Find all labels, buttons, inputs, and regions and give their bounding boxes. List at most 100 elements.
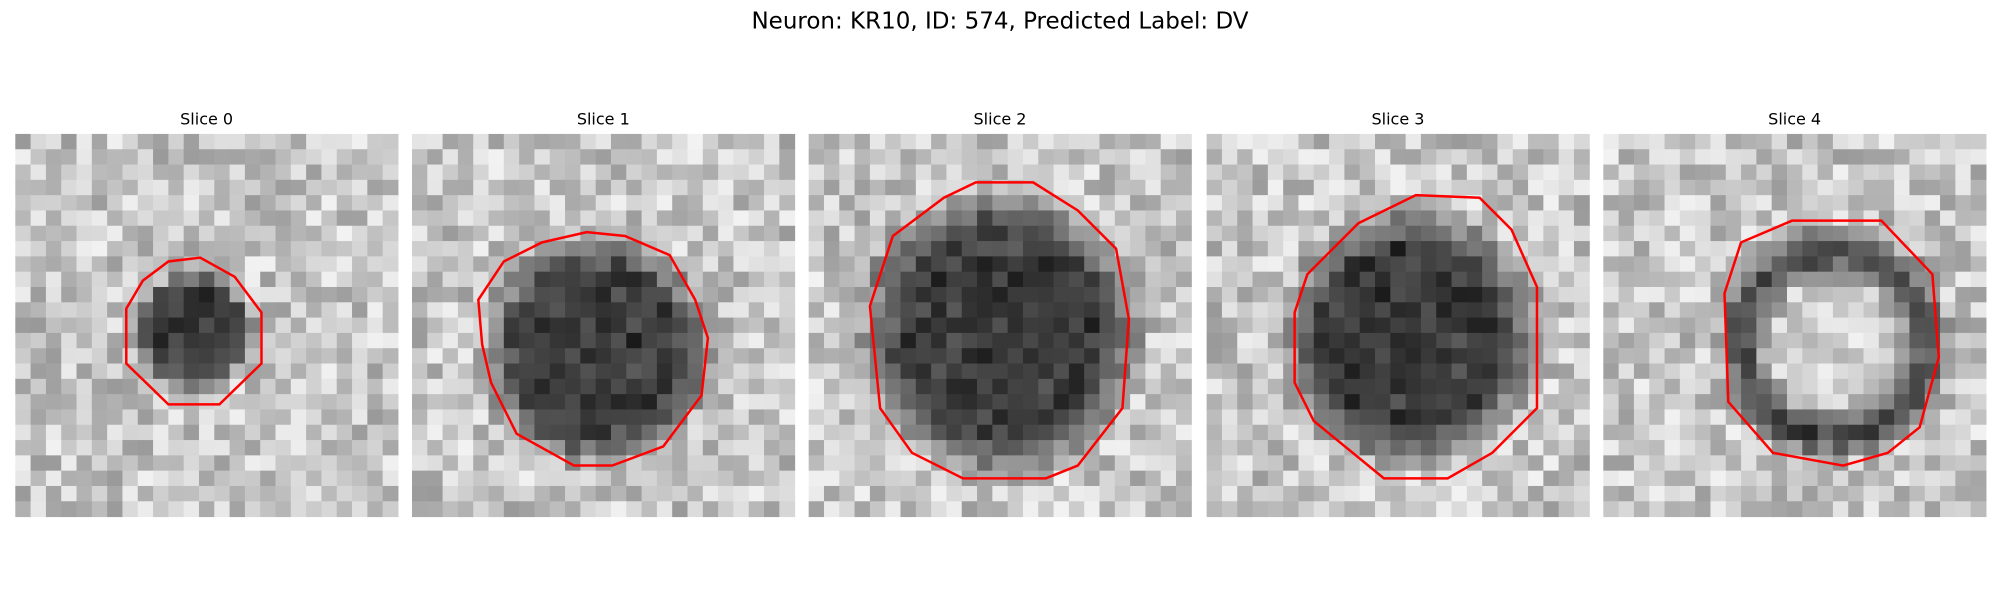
pixel: [672, 378, 688, 395]
pixel: [1451, 317, 1468, 334]
pixel: [1618, 455, 1635, 472]
pixel: [1206, 348, 1223, 365]
pixel: [1695, 286, 1711, 303]
pixel: [1802, 485, 1819, 502]
pixel: [76, 501, 93, 518]
pixel: [977, 179, 993, 196]
pixel: [823, 424, 840, 441]
pixel: [91, 302, 108, 319]
pixel: [45, 424, 62, 441]
pixel: [1649, 424, 1666, 441]
pixel: [1466, 286, 1483, 303]
pixel: [1405, 440, 1422, 456]
pixel: [1176, 332, 1192, 349]
contour: [1723, 219, 1941, 467]
pixel: [488, 455, 505, 472]
pixel: [442, 501, 459, 518]
pixel: [275, 348, 292, 365]
pixel: [1038, 363, 1055, 380]
pixel: [107, 424, 123, 441]
pixel: [1603, 133, 1620, 150]
pixel: [457, 485, 474, 502]
pixel: [260, 378, 277, 395]
pixel: [1710, 164, 1727, 181]
pixel: [885, 332, 902, 349]
pixel: [1664, 195, 1681, 211]
pixel: [823, 133, 840, 150]
pixel: [15, 286, 32, 303]
pixel: [382, 440, 399, 456]
pixel: [1649, 501, 1666, 518]
pixel: [1420, 394, 1437, 410]
pixel: [595, 317, 612, 334]
pixel: [1878, 179, 1895, 196]
pixel: [565, 195, 581, 211]
pixel: [1725, 225, 1742, 242]
pixel: [1344, 440, 1361, 456]
pixel: [1878, 378, 1895, 395]
pixel: [1512, 485, 1529, 502]
pixel: [595, 363, 612, 380]
pixel: [275, 440, 292, 456]
pixel: [411, 470, 428, 487]
pixel: [1603, 179, 1620, 196]
pixel: [1344, 164, 1361, 181]
pixel: [1298, 501, 1315, 518]
pixel: [1283, 210, 1299, 227]
pixel: [1099, 363, 1116, 380]
pixel: [915, 409, 932, 426]
pixel: [992, 179, 1009, 196]
pixel: [229, 455, 246, 472]
pixel: [1022, 286, 1039, 303]
pixel: [244, 164, 261, 181]
pixel: [1679, 440, 1696, 456]
pixel: [290, 378, 307, 395]
pixel: [367, 455, 384, 472]
pixel: [1940, 256, 1956, 273]
pixel: [503, 378, 520, 395]
pixel: [1237, 363, 1254, 380]
pixel: [352, 501, 368, 518]
pixel: [900, 271, 917, 288]
pixel: [1176, 210, 1192, 227]
pixel: [1420, 317, 1437, 334]
pixel: [91, 195, 108, 211]
pixel: [1221, 424, 1238, 441]
pixel: [1528, 133, 1544, 150]
pixel: [1237, 225, 1254, 242]
pixel: [1160, 317, 1177, 334]
pixel: [885, 424, 902, 441]
pixel: [595, 501, 612, 518]
pixel: [992, 348, 1009, 365]
pixel: [1970, 149, 1987, 166]
pixel: [915, 195, 932, 211]
pixel: [534, 271, 551, 288]
pixel: [1145, 348, 1162, 365]
pixel: [1313, 195, 1330, 211]
pixel: [1848, 440, 1865, 456]
pixel: [45, 485, 62, 502]
pixel: [1283, 332, 1299, 349]
pixel: [1482, 501, 1498, 518]
pixel: [1283, 179, 1299, 196]
pixel: [244, 470, 261, 487]
pixel: [992, 394, 1009, 410]
pixel: [214, 409, 231, 426]
pixel: [1084, 133, 1100, 150]
pixel: [367, 317, 384, 334]
pixel: [1130, 363, 1146, 380]
pixel: [1022, 332, 1039, 349]
pixel: [1160, 286, 1177, 303]
pixel: [1267, 348, 1284, 365]
pixel: [931, 179, 947, 196]
pixel: [1649, 256, 1666, 273]
pixel: [1940, 210, 1956, 227]
pixel: [214, 164, 231, 181]
pixel: [122, 424, 139, 441]
pixel: [702, 302, 719, 319]
pixel: [823, 164, 840, 181]
pixel: [1329, 210, 1345, 227]
pixel: [733, 363, 750, 380]
pixel: [885, 394, 902, 410]
pixel: [1955, 195, 1972, 211]
